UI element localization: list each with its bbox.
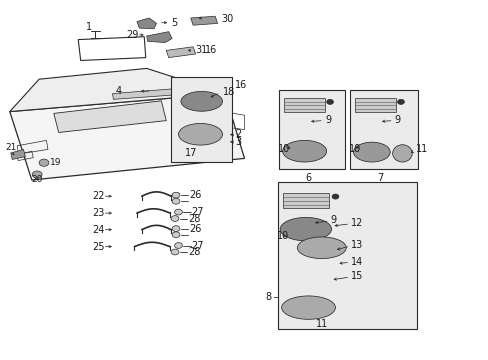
Polygon shape [10,94,244,180]
Text: 22: 22 [92,191,104,201]
Circle shape [174,209,182,215]
Ellipse shape [280,217,331,241]
Text: 17: 17 [184,148,197,158]
Text: 10: 10 [277,144,289,154]
Circle shape [326,99,333,104]
FancyBboxPatch shape [171,77,232,162]
Circle shape [171,249,179,255]
Ellipse shape [282,140,326,162]
Ellipse shape [181,91,222,111]
Text: 30: 30 [221,14,233,24]
Text: 2: 2 [235,129,242,139]
Circle shape [32,171,42,178]
Text: 14: 14 [350,257,363,266]
Ellipse shape [281,296,335,319]
Polygon shape [190,16,217,25]
Circle shape [171,216,179,221]
Circle shape [172,192,180,198]
Circle shape [224,132,233,138]
Ellipse shape [353,142,389,162]
Circle shape [172,232,180,238]
Text: 16: 16 [234,80,246,90]
Text: 8: 8 [265,292,271,302]
Polygon shape [146,32,172,42]
Text: 27: 27 [191,240,204,251]
Text: 9: 9 [330,215,336,225]
Polygon shape [11,149,25,159]
FancyBboxPatch shape [283,99,325,112]
Text: 15: 15 [350,271,363,281]
Circle shape [172,198,180,204]
Ellipse shape [297,237,346,258]
Circle shape [224,139,233,145]
Text: 1: 1 [85,22,92,32]
Text: 7: 7 [377,173,383,183]
Circle shape [39,159,49,166]
Text: 6: 6 [305,173,311,183]
Text: 24: 24 [92,225,104,235]
Circle shape [174,243,182,248]
Text: 26: 26 [189,224,201,234]
Text: 26: 26 [189,190,201,200]
Polygon shape [166,47,195,58]
Text: 21: 21 [5,143,16,152]
Text: 4: 4 [115,86,121,96]
Text: 31: 31 [195,45,207,55]
Text: 18: 18 [222,87,234,97]
Text: 28: 28 [187,213,200,224]
Text: 11: 11 [415,144,427,154]
Text: 28: 28 [187,247,200,257]
Ellipse shape [178,123,222,145]
Text: 9: 9 [394,115,400,125]
Text: 23: 23 [92,208,104,218]
Text: 11: 11 [315,319,327,329]
Text: 9: 9 [325,115,331,125]
Circle shape [331,194,338,199]
Text: 20: 20 [32,175,43,184]
Text: 16: 16 [205,45,217,55]
Polygon shape [10,68,224,112]
Text: 5: 5 [171,18,177,28]
Text: 12: 12 [350,218,363,228]
Polygon shape [54,101,166,132]
Text: 13: 13 [350,240,363,250]
Circle shape [172,226,180,231]
FancyBboxPatch shape [282,193,328,208]
Text: 19: 19 [50,158,61,167]
FancyBboxPatch shape [349,90,417,169]
Ellipse shape [392,145,411,162]
Circle shape [397,99,404,104]
Polygon shape [137,18,156,29]
Text: 3: 3 [235,137,242,147]
Polygon shape [112,88,182,99]
FancyBboxPatch shape [354,99,395,112]
Text: 10: 10 [348,144,360,154]
FancyBboxPatch shape [278,90,344,169]
Text: 25: 25 [92,242,104,252]
Text: 10: 10 [276,231,288,242]
FancyBboxPatch shape [277,182,416,329]
Text: 27: 27 [191,207,204,217]
Text: 29: 29 [126,30,138,40]
